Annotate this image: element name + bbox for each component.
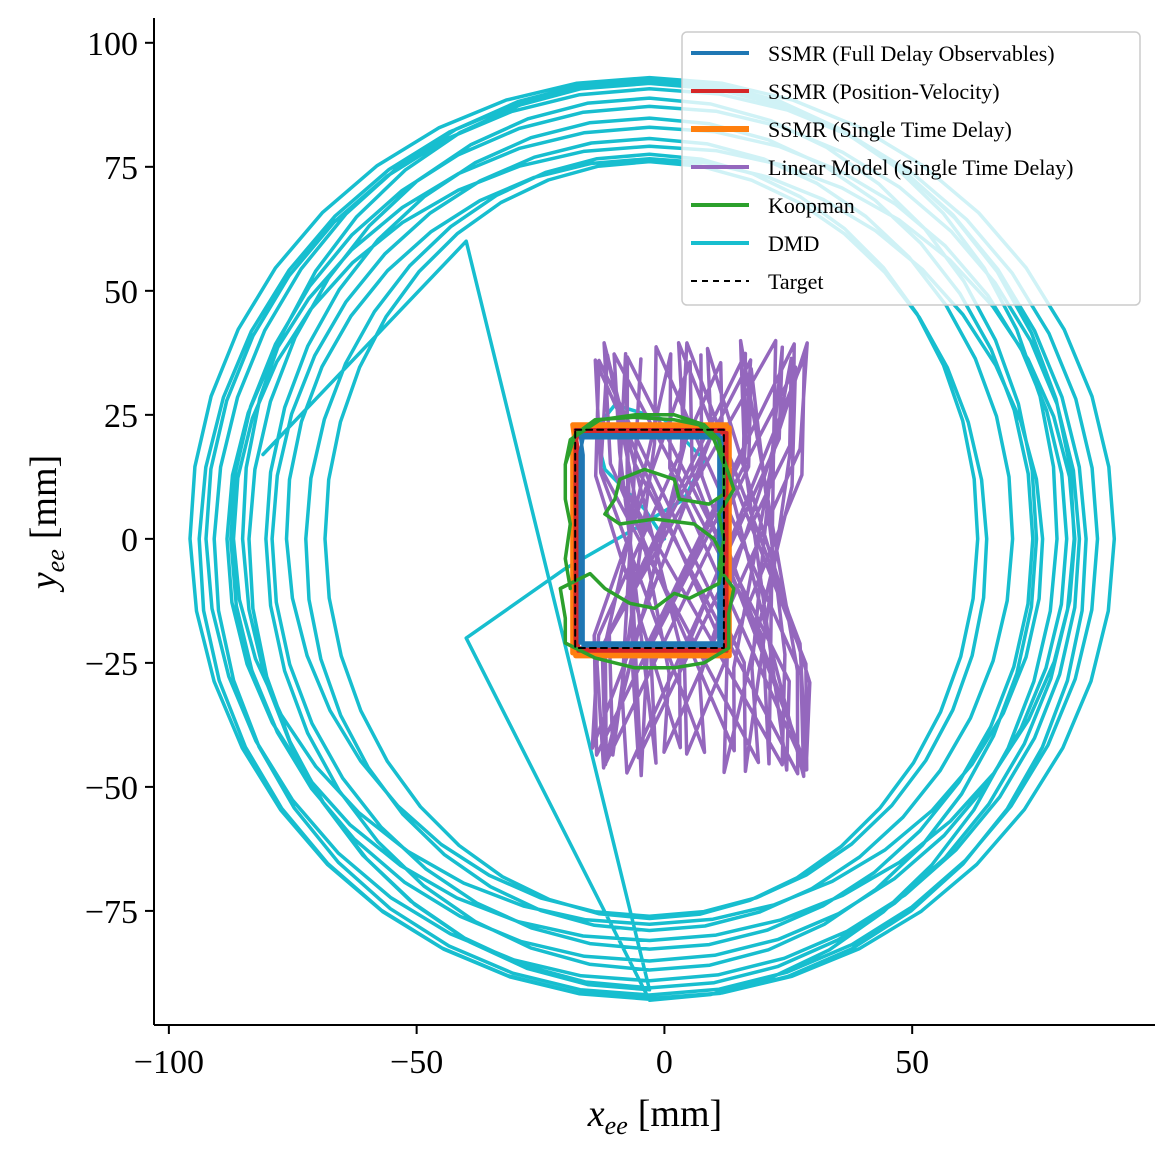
- series-line-koopman: [558, 413, 736, 670]
- series-line-target: [574, 428, 725, 649]
- legend-entries: SSMR (Full Delay Observables) SSMR (Posit…: [691, 41, 1074, 294]
- y-tick-label: −25: [85, 646, 138, 683]
- legend-label: SSMR (Single Time Delay): [768, 117, 1012, 142]
- series-layer: [188, 75, 1117, 1002]
- legend-label: SSMR (Position-Velocity): [768, 79, 1000, 104]
- legend-label: DMD: [768, 231, 819, 256]
- x-tick-label: −100: [134, 1044, 204, 1081]
- y-tick-label: 100: [87, 26, 138, 63]
- x-ticks: −100 −50 0 50: [134, 1025, 929, 1081]
- x-tick-label: −50: [390, 1044, 443, 1081]
- series-line-dmd: [188, 75, 1117, 1002]
- x-tick-label: 0: [656, 1044, 673, 1081]
- y-ticks: −75 −50 −25 0 25 50 75 100: [85, 26, 154, 931]
- legend-label: Koopman: [768, 193, 855, 218]
- series-line-ssmr-full-delay-observables: [578, 432, 724, 648]
- y-tick-label: 75: [104, 150, 138, 187]
- legend-label: Linear Model (Single Time Delay): [768, 155, 1074, 180]
- y-tick-label: −50: [85, 770, 138, 807]
- y-tick-label: −75: [85, 894, 138, 931]
- plot-area: [188, 75, 1117, 1002]
- y-tick-label: 25: [104, 398, 138, 435]
- y-tick-label: 50: [104, 274, 138, 311]
- legend-label: SSMR (Full Delay Observables): [768, 41, 1055, 66]
- x-tick-label: 50: [895, 1044, 929, 1081]
- legend: SSMR (Full Delay Observables) SSMR (Posit…: [681, 31, 1141, 306]
- legend-label: Target: [768, 269, 823, 294]
- y-tick-label: 0: [121, 522, 138, 559]
- legend-frame: [681, 31, 1141, 306]
- x-axis-label: xee [mm]: [587, 1093, 722, 1140]
- series-line-linear-model-single-time-delay: [590, 338, 812, 779]
- y-axis-label: yee[mm]: [23, 455, 70, 593]
